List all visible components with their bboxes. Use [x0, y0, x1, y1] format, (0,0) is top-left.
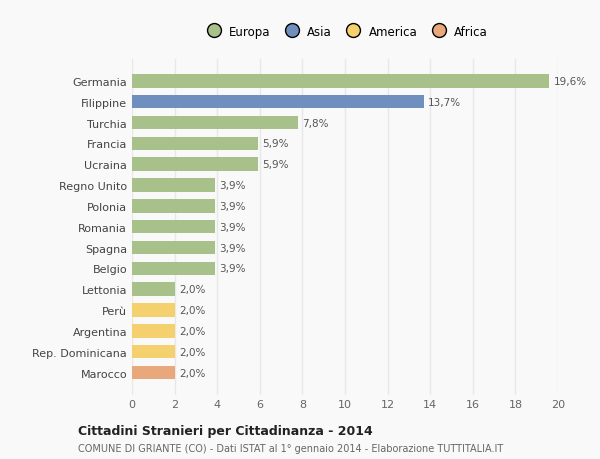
Text: 3,9%: 3,9%: [220, 243, 246, 253]
Text: 2,0%: 2,0%: [179, 285, 205, 295]
Bar: [132, 117, 298, 130]
Bar: [132, 325, 175, 338]
Text: Cittadini Stranieri per Cittadinanza - 2014: Cittadini Stranieri per Cittadinanza - 2…: [78, 424, 373, 437]
Bar: [132, 137, 257, 151]
Text: 3,9%: 3,9%: [220, 181, 246, 190]
Text: 7,8%: 7,8%: [302, 118, 329, 128]
Text: 2,0%: 2,0%: [179, 305, 205, 315]
Text: 19,6%: 19,6%: [554, 77, 587, 87]
Text: 2,0%: 2,0%: [179, 347, 205, 357]
Bar: [132, 200, 215, 213]
Text: 3,9%: 3,9%: [220, 222, 246, 232]
Bar: [132, 95, 424, 109]
Bar: [132, 241, 215, 255]
Bar: [132, 283, 175, 297]
Bar: [132, 179, 215, 192]
Bar: [132, 158, 257, 172]
Bar: [132, 75, 550, 89]
Bar: [132, 262, 215, 275]
Bar: [132, 366, 175, 380]
Text: 13,7%: 13,7%: [428, 97, 461, 107]
Legend: Europa, Asia, America, Africa: Europa, Asia, America, Africa: [199, 22, 491, 42]
Bar: [132, 345, 175, 359]
Text: 3,9%: 3,9%: [220, 202, 246, 212]
Bar: [132, 220, 215, 234]
Text: 5,9%: 5,9%: [262, 160, 289, 170]
Text: 2,0%: 2,0%: [179, 368, 205, 378]
Text: 5,9%: 5,9%: [262, 139, 289, 149]
Text: 3,9%: 3,9%: [220, 264, 246, 274]
Text: 2,0%: 2,0%: [179, 326, 205, 336]
Bar: [132, 303, 175, 317]
Text: COMUNE DI GRIANTE (CO) - Dati ISTAT al 1° gennaio 2014 - Elaborazione TUTTITALIA: COMUNE DI GRIANTE (CO) - Dati ISTAT al 1…: [78, 443, 503, 453]
